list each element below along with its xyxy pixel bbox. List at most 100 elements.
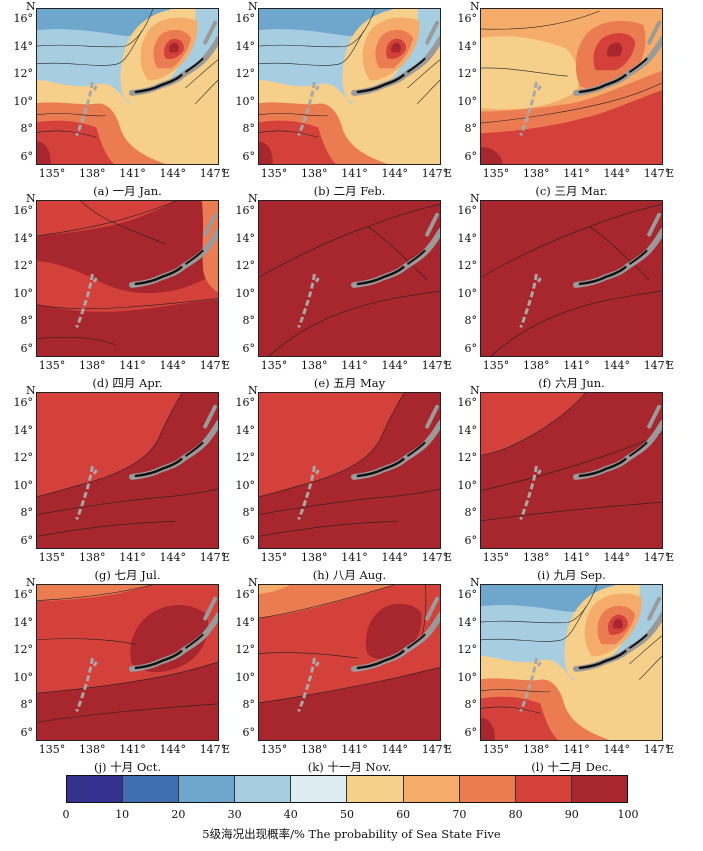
panel-caption: (k) 十一月 Nov. (307, 760, 392, 774)
contour-map (480, 584, 663, 741)
north-label: N (26, 384, 36, 397)
lat-tick-label: 6° (242, 725, 256, 739)
lat-tick-label: 8° (20, 698, 34, 711)
lon-tick-label: 141° (119, 167, 146, 180)
lon-tick-label: 141° (119, 359, 146, 372)
east-label: E (444, 359, 453, 372)
lat-tick-label: 8° (20, 314, 34, 327)
north-label: N (248, 0, 258, 13)
lat-tick-label: 6° (464, 725, 478, 739)
panel-caption: (c) 三月 Mar. (535, 184, 608, 198)
lat-tick-label: 10° (13, 286, 34, 300)
contour-map (258, 200, 441, 357)
east-label: E (222, 359, 231, 372)
lat-tick-label: 8° (242, 314, 256, 327)
lon-tick-label: 141° (119, 743, 146, 756)
lon-tick-label: 144° (159, 743, 186, 756)
lat-tick-label: 16° (457, 12, 478, 25)
lat-tick-label: 6° (242, 341, 256, 355)
colorbar-tick-label: 30 (227, 808, 242, 821)
contour-map (36, 392, 219, 549)
lon-tick-label: 135° (260, 743, 288, 756)
lon-tick-label: 147° (421, 359, 449, 372)
contour-map (480, 8, 663, 165)
lat-tick-label: 16° (235, 396, 256, 409)
east-label: E (222, 743, 231, 756)
lon-tick-label: 147° (421, 551, 449, 564)
lon-tick-label: 138° (78, 551, 106, 564)
lat-tick-label: 14° (13, 423, 34, 437)
lon-tick-label: 141° (563, 551, 590, 564)
lat-tick-label: 8° (464, 698, 478, 711)
colorbar-swatch (403, 776, 460, 802)
lat-tick-label: 8° (464, 122, 478, 135)
lon-tick-label: 141° (341, 743, 368, 756)
colorbar-tick-label: 80 (508, 808, 523, 821)
lon-tick-label: 144° (603, 743, 630, 756)
lon-tick-label: 138° (522, 167, 550, 180)
colorbar-tick-label: 0 (62, 808, 70, 821)
lon-tick-label: 144° (159, 167, 186, 180)
lat-tick-label: 14° (13, 615, 34, 629)
lon-tick-label: 147° (643, 743, 671, 756)
contour-map (480, 392, 663, 549)
lon-tick-label: 138° (300, 167, 328, 180)
lon-tick-label: 138° (78, 359, 106, 372)
contour-map (258, 392, 441, 549)
panel-caption: (h) 八月 Aug. (312, 568, 387, 582)
lon-tick-label: 135° (482, 551, 510, 564)
lat-tick-label: 8° (242, 122, 256, 135)
colorbar-tick-label: 40 (283, 808, 298, 821)
panel-caption: (a) 一月 Jan. (93, 184, 162, 198)
lon-tick-label: 138° (78, 743, 106, 756)
lon-tick-label: 141° (563, 743, 590, 756)
lat-tick-label: 8° (242, 698, 256, 711)
lon-tick-label: 141° (341, 551, 368, 564)
lon-tick-label: 144° (159, 551, 186, 564)
lat-tick-label: 14° (457, 39, 478, 53)
lat-tick-label: 16° (457, 396, 478, 409)
lat-tick-label: 8° (20, 506, 34, 519)
colorbar-swatch (515, 776, 572, 802)
lon-tick-label: 138° (300, 551, 328, 564)
lat-tick-label: 14° (13, 231, 34, 245)
north-label: N (470, 192, 480, 205)
lon-tick-label: 135° (482, 743, 510, 756)
panel-caption: (d) 四月 Apr. (92, 376, 163, 390)
lat-tick-label: 10° (457, 286, 478, 300)
contour-map (258, 584, 441, 741)
lat-tick-label: 12° (13, 259, 34, 272)
lon-tick-label: 138° (78, 167, 106, 180)
lat-tick-label: 12° (235, 643, 256, 656)
lat-tick-label: 8° (20, 122, 34, 135)
colorbar-swatch (235, 776, 292, 802)
east-label: E (666, 167, 675, 180)
colorbar-tick-label: 100 (617, 808, 639, 821)
colorbar-swatch (459, 776, 516, 802)
lat-tick-label: 14° (13, 39, 34, 53)
east-label: E (444, 167, 453, 180)
lat-tick-label: 16° (457, 588, 478, 601)
lon-tick-label: 138° (300, 359, 328, 372)
lat-tick-label: 12° (457, 67, 478, 80)
lon-tick-label: 141° (563, 359, 590, 372)
east-label: E (222, 167, 231, 180)
lon-tick-label: 135° (260, 359, 288, 372)
lat-tick-label: 10° (235, 94, 256, 108)
colorbar-title: 5级海况出现概率/% The probability of Sea State … (202, 827, 501, 841)
lon-tick-label: 141° (341, 359, 368, 372)
north-label: N (248, 192, 258, 205)
colorbar-swatch (571, 776, 627, 802)
lat-tick-label: 10° (457, 94, 478, 108)
lon-tick-label: 138° (300, 743, 328, 756)
lon-tick-label: 147° (643, 551, 671, 564)
east-label: E (666, 743, 675, 756)
lat-tick-label: 8° (464, 314, 478, 327)
colorbar-tick-label: 90 (564, 808, 579, 821)
lon-tick-label: 147° (199, 551, 227, 564)
lon-tick-label: 135° (260, 551, 288, 564)
lon-tick-label: 135° (38, 743, 66, 756)
lon-tick-label: 144° (381, 551, 408, 564)
lat-tick-label: 16° (13, 396, 34, 409)
lon-tick-label: 144° (603, 167, 630, 180)
